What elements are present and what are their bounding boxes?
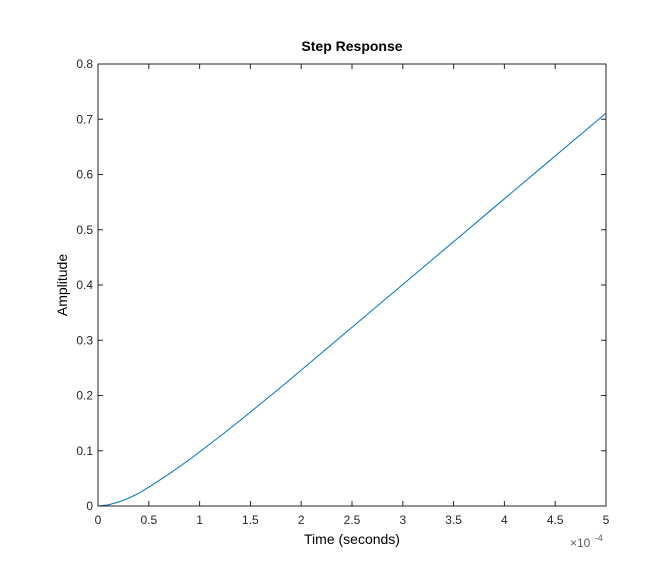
series-line-0 bbox=[97, 112, 607, 507]
x-tick-label: 1.5 bbox=[242, 513, 259, 527]
y-tick-label: 0.2 bbox=[76, 389, 93, 403]
x-tick-label: 2 bbox=[298, 513, 305, 527]
y-tick-labels: 0 0.1 0.2 0.3 0.4 0.5 0.6 0.7 0.8 bbox=[76, 57, 93, 513]
y-tick-label: 0.6 bbox=[76, 168, 93, 182]
x-tick-labels: 0 0.5 1 1.5 2 2.5 3 3.5 4 4.5 5 bbox=[95, 513, 610, 527]
series-group bbox=[97, 112, 607, 507]
y-tick-label: 0.4 bbox=[76, 278, 93, 292]
x-tick-label: 2.5 bbox=[344, 513, 361, 527]
y-tick-label: 0.3 bbox=[76, 333, 93, 347]
x-tick-label: 4.5 bbox=[547, 513, 564, 527]
y-tick-label: 0 bbox=[86, 499, 93, 513]
x-tick-label: 1 bbox=[196, 513, 203, 527]
plot-area bbox=[98, 64, 606, 506]
y-tick-label: 0.5 bbox=[76, 223, 93, 237]
chart-title: Step Response bbox=[301, 38, 402, 54]
x-tick-label: 3.5 bbox=[445, 513, 462, 527]
x-axis-exponent-label: ×10 -4 bbox=[570, 533, 603, 551]
x-tick-label: 4 bbox=[501, 513, 508, 527]
x-tick-label: 0 bbox=[95, 513, 102, 527]
y-tick-label: 0.7 bbox=[76, 112, 93, 126]
exponent-power: -4 bbox=[595, 533, 603, 543]
x-tick-label: 3 bbox=[399, 513, 406, 527]
plot-frame bbox=[97, 63, 607, 507]
x-axis-title: Time (seconds) bbox=[304, 531, 400, 547]
x-tick-label: 0.5 bbox=[140, 513, 157, 527]
exponent-base: ×10 bbox=[570, 536, 591, 550]
x-tick-label: 5 bbox=[603, 513, 610, 527]
y-tick-label: 0.8 bbox=[76, 57, 93, 71]
y-axis-title: Amplitude bbox=[54, 254, 70, 316]
y-tick-label: 0.1 bbox=[76, 444, 93, 458]
